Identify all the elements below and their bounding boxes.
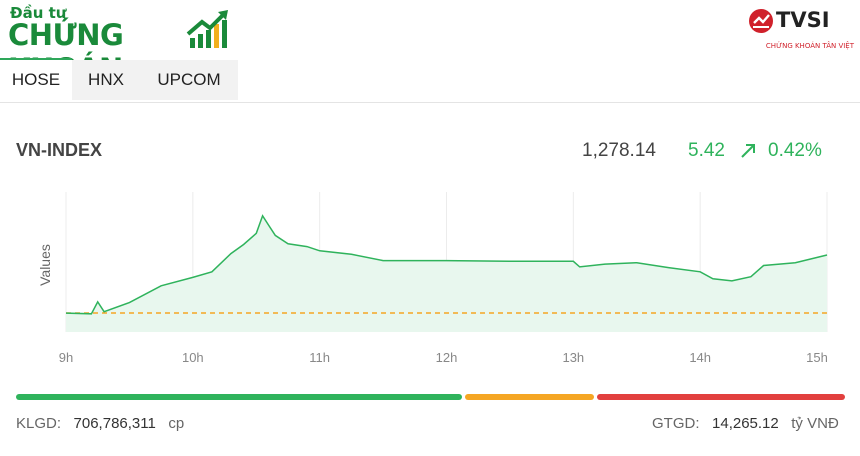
x-tick-label: 12h [436, 350, 458, 365]
index-value: 1,278.14 [582, 140, 656, 161]
index-change-percent: 0.42% [768, 140, 822, 161]
y-axis-label: Values [37, 244, 53, 286]
x-tick-label: 14h [689, 350, 711, 365]
tab-hose[interactable]: HOSE [0, 58, 72, 102]
value-amount: 14,265.12 [712, 415, 779, 432]
index-change: 5.42 [688, 140, 725, 161]
volume-value: 706,786,311 [73, 415, 156, 432]
arrow-up-right-icon [741, 144, 755, 158]
volume-unit: cp [168, 415, 185, 432]
index-intraday-chart[interactable]: 9h 10h 11h 12h 13h 14h 15h Values [0, 180, 860, 380]
growth-chart-icon [186, 10, 228, 48]
tvsi-brand: TVSI [776, 8, 830, 32]
volume-label: KLGD: [16, 415, 62, 432]
dautu-chungkhoan-logo[interactable]: Đầu tư CHỨNG KHOÁN [6, 4, 236, 86]
tab-upcom[interactable]: UPCOM [140, 60, 238, 100]
value-stat: GTGD: 14,265.12 tỷ VNĐ [652, 415, 839, 432]
tvsi-logo[interactable]: TVSI CHỨNG KHOÁN TÂN VIỆT [744, 6, 854, 52]
x-tick-label: 13h [562, 350, 584, 365]
x-tick-label: 9h [59, 350, 73, 365]
index-name: VN-INDEX [16, 140, 103, 160]
tvsi-tagline: CHỨNG KHOÁN TÂN VIỆT [765, 42, 854, 50]
chart-area-fill [66, 215, 827, 332]
tvsi-emblem-icon [749, 9, 773, 33]
value-unit: tỷ VNĐ [791, 415, 839, 432]
series-line [65, 214, 828, 315]
volume-stat: KLGD: 706,786,311 cp [16, 415, 184, 432]
decline-bar [597, 394, 845, 400]
x-tick-label: 11h [309, 350, 330, 365]
advance-bar [16, 394, 462, 400]
value-label: GTGD: [652, 415, 700, 432]
unchanged-bar [465, 394, 594, 400]
x-tick-label: 10h [182, 350, 204, 365]
logo-top-text: Đầu tư [10, 4, 67, 22]
tab-hnx[interactable]: HNX [72, 60, 140, 100]
exchange-tabs: HOSE HNX UPCOM [0, 58, 860, 103]
x-tick-label: 15h [806, 350, 828, 365]
